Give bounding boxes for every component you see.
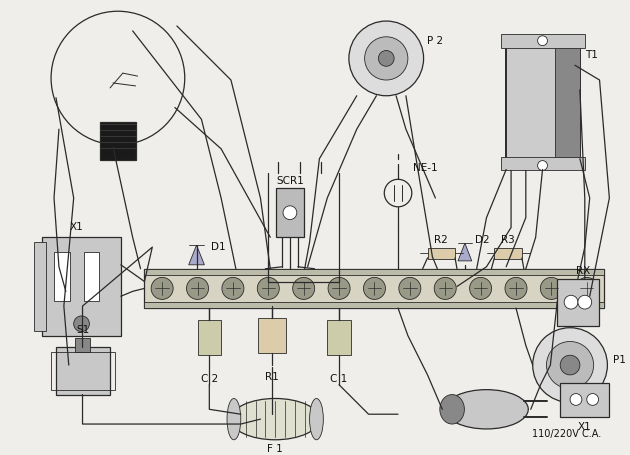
Text: P 2: P 2: [427, 35, 444, 46]
Text: 110/220V C.A.: 110/220V C.A.: [532, 429, 602, 439]
Text: T1: T1: [585, 51, 598, 61]
Circle shape: [399, 278, 421, 299]
Circle shape: [576, 278, 598, 299]
Polygon shape: [188, 245, 204, 265]
Bar: [501, 34, 585, 48]
Circle shape: [587, 394, 598, 405]
Bar: [555, 46, 580, 159]
Polygon shape: [458, 243, 472, 261]
Text: NE-1: NE-1: [413, 163, 438, 173]
Circle shape: [564, 295, 578, 309]
Ellipse shape: [309, 399, 323, 440]
Text: F 1: F 1: [267, 444, 283, 454]
Circle shape: [186, 278, 209, 299]
Bar: [54, 252, 70, 301]
Circle shape: [546, 341, 593, 389]
Ellipse shape: [440, 394, 464, 424]
Circle shape: [533, 328, 607, 402]
Bar: [42, 238, 121, 336]
Circle shape: [505, 278, 527, 299]
Text: R3: R3: [501, 235, 515, 245]
Ellipse shape: [445, 389, 529, 429]
Text: D1: D1: [211, 242, 226, 252]
Circle shape: [257, 278, 279, 299]
Circle shape: [541, 278, 563, 299]
Bar: [56, 347, 110, 394]
Circle shape: [349, 21, 423, 96]
Text: X1: X1: [578, 422, 592, 432]
Ellipse shape: [231, 399, 319, 440]
Text: R1: R1: [265, 372, 279, 382]
Bar: [100, 122, 135, 160]
Bar: [144, 269, 604, 275]
Bar: [495, 248, 522, 259]
Bar: [506, 46, 580, 159]
Text: X1: X1: [70, 222, 84, 233]
Bar: [144, 302, 604, 308]
Text: C 2: C 2: [201, 374, 218, 384]
Text: P1: P1: [613, 355, 626, 365]
Bar: [84, 252, 100, 301]
Circle shape: [151, 278, 173, 299]
Circle shape: [379, 51, 394, 66]
Circle shape: [283, 206, 297, 220]
Bar: [501, 157, 585, 171]
Ellipse shape: [227, 399, 241, 440]
Circle shape: [570, 394, 582, 405]
Bar: [558, 278, 598, 326]
Bar: [327, 320, 351, 355]
Circle shape: [434, 278, 456, 299]
Circle shape: [222, 278, 244, 299]
Circle shape: [469, 278, 491, 299]
Text: RX: RX: [576, 266, 590, 276]
Bar: [51, 352, 115, 389]
Bar: [144, 269, 604, 308]
Text: C 1: C 1: [331, 374, 348, 384]
Text: D2: D2: [475, 235, 490, 245]
Circle shape: [74, 316, 89, 332]
Circle shape: [328, 278, 350, 299]
Text: R2: R2: [435, 235, 448, 245]
Bar: [35, 242, 46, 331]
Circle shape: [560, 355, 580, 375]
Circle shape: [293, 278, 315, 299]
Circle shape: [537, 36, 547, 46]
Bar: [198, 320, 221, 355]
Bar: [75, 338, 90, 352]
Text: S1: S1: [76, 325, 89, 335]
Circle shape: [578, 295, 592, 309]
Bar: [258, 318, 286, 353]
Circle shape: [537, 161, 547, 171]
Circle shape: [365, 37, 408, 80]
Bar: [276, 188, 304, 238]
Circle shape: [364, 278, 386, 299]
Bar: [560, 383, 609, 417]
Text: SCR1: SCR1: [276, 176, 304, 186]
Bar: [428, 248, 455, 259]
